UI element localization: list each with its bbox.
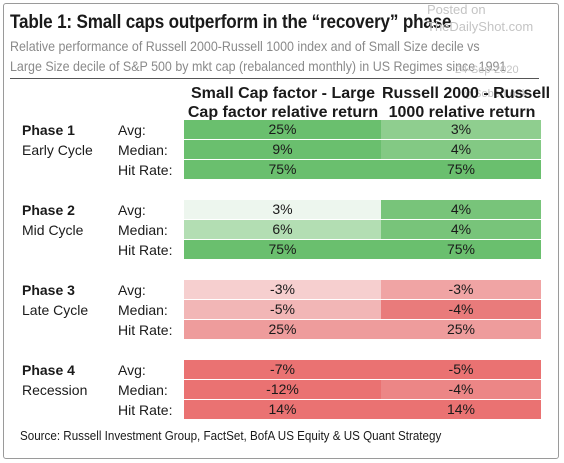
phase-subtitle: Mid Cycle: [22, 222, 84, 238]
column-header-line: Cap factor relative return: [187, 104, 379, 121]
cell-small-cap-factor: 25%: [184, 120, 381, 139]
cell-small-cap-factor: 75%: [184, 160, 381, 179]
phase-subtitle: Early Cycle: [22, 142, 93, 158]
row-label: Hit Rate:: [118, 402, 173, 418]
cell-small-cap-factor: 14%: [184, 400, 381, 419]
watermark-handle: @SoberLook: [463, 88, 528, 100]
cell-russell: -4%: [381, 300, 541, 319]
header-rule: [10, 78, 539, 79]
row-label: Avg:: [118, 362, 146, 378]
cell-small-cap-factor: 75%: [184, 240, 381, 259]
cell-small-cap-factor: -7%: [184, 360, 381, 379]
table-subtitle-line-2: Large Size decile of S&P 500 by mkt cap …: [10, 58, 507, 74]
phase-name: Phase 3: [22, 282, 75, 298]
column-header-russell: Russell 2000 - Russell 1000 relative ret…: [382, 84, 551, 122]
watermark-date: 24-Sep-2020: [455, 64, 519, 76]
row-label: Hit Rate:: [118, 322, 173, 338]
phase-subtitle: Late Cycle: [22, 302, 89, 318]
cell-russell: 4%: [381, 220, 541, 239]
cell-russell: 25%: [381, 320, 541, 339]
row-label: Hit Rate:: [118, 162, 173, 178]
row-label: Median:: [118, 142, 168, 158]
phase-name: Phase 4: [22, 362, 75, 378]
cell-russell: 75%: [381, 160, 541, 179]
cell-small-cap-factor: 25%: [184, 320, 381, 339]
cell-russell: 75%: [381, 240, 541, 259]
row-label: Avg:: [118, 282, 146, 298]
cell-small-cap-factor: -12%: [184, 380, 381, 399]
watermark-site: TheDailyShot.com: [427, 19, 534, 34]
row-label: Avg:: [118, 122, 146, 138]
row-label: Median:: [118, 382, 168, 398]
watermark-posted: Posted on: [427, 2, 486, 17]
phase-name: Phase 2: [22, 202, 75, 218]
phase-subtitle: Recession: [22, 382, 88, 398]
cell-russell: -5%: [381, 360, 541, 379]
column-header-line: 1000 relative return: [388, 104, 536, 121]
row-label: Median:: [118, 222, 168, 238]
cell-small-cap-factor: 3%: [184, 200, 381, 219]
row-label: Hit Rate:: [118, 242, 173, 258]
cell-small-cap-factor: -5%: [184, 300, 381, 319]
cell-russell: 3%: [381, 120, 541, 139]
figure-frame: [3, 3, 559, 459]
table-title: Table 1: Small caps outperform in the “r…: [10, 12, 452, 33]
cell-russell: -3%: [381, 280, 541, 299]
cell-russell: 4%: [381, 200, 541, 219]
cell-russell: 14%: [381, 400, 541, 419]
cell-small-cap-factor: -3%: [184, 280, 381, 299]
column-header-line: Small Cap factor - Large: [190, 85, 376, 102]
cell-small-cap-factor: 6%: [184, 220, 381, 239]
cell-small-cap-factor: 9%: [184, 140, 381, 159]
cell-russell: 4%: [381, 140, 541, 159]
column-header-small-cap-factor: Small Cap factor - Large Cap factor rela…: [183, 84, 383, 122]
cell-russell: -4%: [381, 380, 541, 399]
phase-name: Phase 1: [22, 122, 75, 138]
row-label: Median:: [118, 302, 168, 318]
column-header-line: Russell 2000 - Russell: [382, 85, 551, 102]
row-label: Avg:: [118, 202, 146, 218]
source-note: Source: Russell Investment Group, FactSe…: [20, 429, 442, 443]
table-subtitle-line-1: Relative performance of Russell 2000-Rus…: [10, 38, 480, 54]
